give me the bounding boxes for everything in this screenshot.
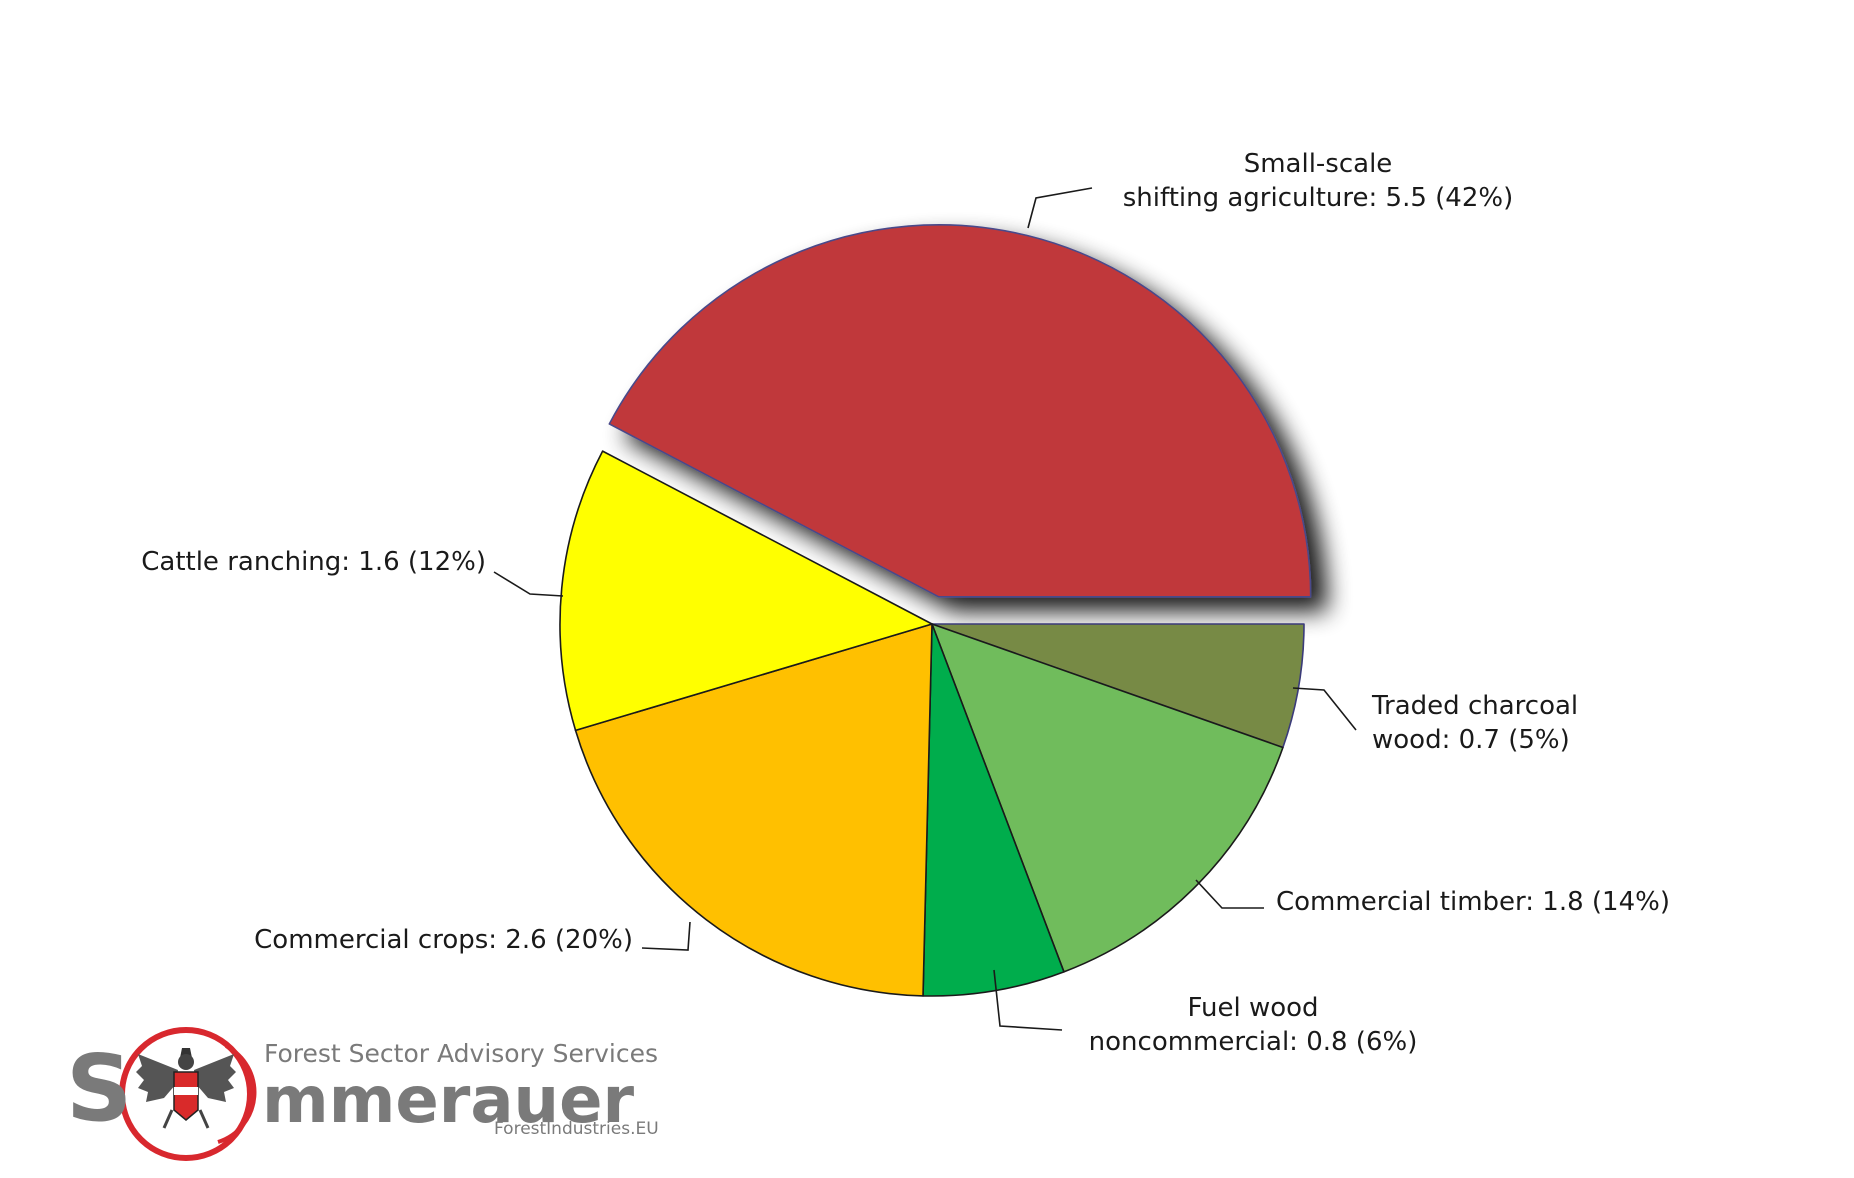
austrian-eagle-icon [136, 1048, 236, 1129]
slice-label-3-line-0: Fuel wood [1187, 993, 1318, 1023]
slice-label-0: Small-scale shifting agriculture: 5.5 (42… [1123, 149, 1513, 213]
leader-line-1 [1292, 687, 1357, 731]
slice-label-3: Fuel wood noncommercial: 0.8 (6%) [1089, 993, 1418, 1057]
slice-label-2: Commercial timber: 1.8 (14%) [1276, 887, 1670, 917]
pie-slice-3 [922, 623, 1065, 997]
pie-slice-4 [574, 623, 933, 997]
slice-label-4: Commercial crops: 2.6 (20%) [254, 925, 633, 955]
pie-slices [559, 224, 1312, 997]
logo-url: ForestIndustries.EU [494, 1119, 659, 1139]
slice-label-1: Traded charcoal wood: 0.7 (5%) [1371, 691, 1578, 755]
slice-label-5: Cattle ranching: 1.6 (12%) [141, 547, 486, 577]
slice-label-4-line-0: Commercial crops: 2.6 (20%) [254, 925, 633, 955]
logo-name: mmerauer [262, 1064, 635, 1138]
leader-line-5 [493, 571, 564, 597]
logo-letter-s: S [66, 1035, 132, 1142]
slice-label-0-line-0: Small-scale [1244, 149, 1393, 179]
slice-labels: Small-scale shifting agriculture: 5.5 (42… [141, 149, 1670, 1057]
slice-label-3-line-1: noncommercial: 0.8 (6%) [1089, 1027, 1418, 1057]
logo-ring [119, 1027, 253, 1161]
leader-line-0 [1027, 187, 1093, 229]
leader-line-3 [993, 969, 1063, 1031]
logo-ring-inner-arc [217, 1044, 257, 1144]
pie-slice-0 [608, 224, 1312, 598]
leader-line-2 [1195, 879, 1264, 909]
sommerauer-logo: S Forest Sector Advisory Services mmerau… [66, 1027, 659, 1161]
slice-label-0-line-1: shifting agriculture: 5.5 (42%) [1123, 183, 1513, 213]
pie-slice-5 [559, 450, 933, 732]
slice-label-1-line-1: wood: 0.7 (5%) [1372, 725, 1570, 755]
pie-slice-2 [931, 623, 1284, 973]
slice-label-5-line-0: Cattle ranching: 1.6 (12%) [141, 547, 486, 577]
slice-label-1-line-0: Traded charcoal [1371, 691, 1578, 721]
leader-line-4 [641, 921, 691, 951]
logo-tagline: Forest Sector Advisory Services [264, 1039, 658, 1068]
leader-lines [493, 187, 1357, 1031]
slice-label-2-line-0: Commercial timber: 1.8 (14%) [1276, 887, 1670, 917]
